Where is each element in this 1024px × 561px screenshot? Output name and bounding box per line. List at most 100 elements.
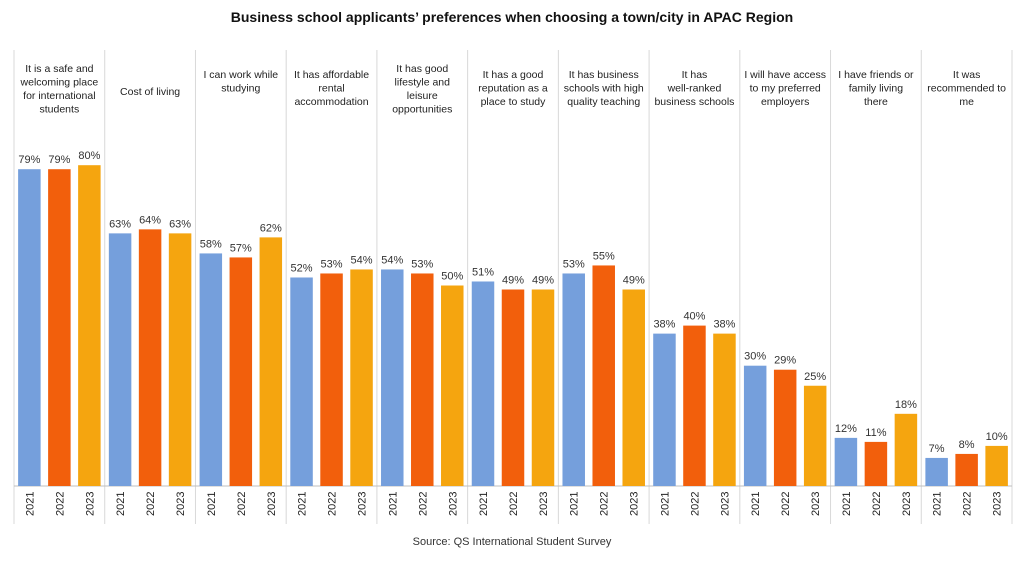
data-label: 52% [291,262,313,274]
year-tick-label: 2022 [236,492,248,516]
data-label: 12% [835,423,857,435]
bar-2022 [320,273,343,486]
chart-source: Source: QS International Student Survey [412,536,612,548]
bar-2023 [894,413,918,486]
bar-2023 [259,237,283,486]
data-label: 79% [18,154,40,166]
data-label: 18% [895,399,917,411]
bar-2021 [743,365,767,486]
data-label: 49% [623,275,645,287]
year-tick-label: 2023 [629,492,641,516]
bar-2023 [803,385,827,486]
year-tick-label: 2023 [84,492,96,516]
year-tick-label: 2023 [992,492,1004,516]
bar-2022 [229,257,253,486]
bar-2021 [471,281,495,486]
bar-2023 [441,285,464,486]
data-label: 58% [200,238,222,250]
year-tick-label: 2022 [780,492,792,516]
category-label: It is a safe and welcoming place for inter… [20,63,99,116]
year-tick-label: 2022 [145,492,157,516]
bar-2021 [108,233,132,486]
data-label: 30% [744,351,766,363]
year-tick-label: 2023 [357,492,369,516]
data-label: 63% [109,218,131,230]
data-label: 11% [865,427,886,439]
data-label: 79% [48,154,70,166]
data-label: 57% [230,242,252,254]
data-label: 80% [78,150,100,162]
bar-2023 [350,269,373,486]
year-tick-label: 2021 [387,492,399,516]
year-tick-label: 2022 [54,492,66,516]
bar-2021 [18,169,41,486]
data-label: 53% [411,258,433,270]
bar-2022 [864,441,888,486]
year-tick-label: 2021 [932,492,944,516]
data-label: 63% [169,218,191,230]
bar-2021 [381,269,404,486]
year-tick-label: 2022 [327,492,339,516]
year-tick-label: 2022 [689,492,701,516]
year-tick-label: 2021 [841,492,853,516]
data-label: 62% [260,222,282,234]
year-tick-label: 2021 [478,492,490,516]
year-tick-label: 2021 [659,492,671,516]
category-label: It was recommended to me [927,69,1006,108]
year-tick-label: 2023 [266,492,278,516]
bar-2023 [78,165,101,486]
bar-2021 [199,253,223,486]
data-label: 49% [532,275,554,287]
bar-2022 [411,273,434,486]
bar-2023 [622,289,645,486]
bar-2022 [501,289,525,486]
year-tick-label: 2021 [569,492,581,516]
data-label: 54% [351,254,373,266]
data-label: 29% [774,355,796,367]
bar-2021 [653,333,676,486]
year-tick-label: 2021 [297,492,309,516]
year-tick-label: 2022 [599,492,611,516]
category-label: It has affordable rental accommodation [294,69,369,108]
category-label: It has a good reputation as a place to stu… [478,69,548,108]
data-label: 64% [139,214,161,226]
category-label: It has well-ranked business schools [654,69,734,108]
bar-2021 [290,277,313,486]
chart-title: Business school applicants’ preferences … [230,9,794,25]
bar-2022 [955,453,978,486]
year-tick-label: 2022 [962,492,974,516]
bar-2022 [48,169,71,486]
year-tick-label: 2021 [206,492,218,516]
year-tick-label: 2021 [750,492,762,516]
data-label: 50% [441,271,463,283]
data-label: 40% [683,311,705,323]
bar-2023 [168,233,192,486]
data-label: 53% [321,258,343,270]
category-label: I have friends or family living there [838,69,914,108]
data-label: 38% [653,319,675,331]
bar-2022 [592,265,615,486]
bar-2021 [925,457,948,486]
year-tick-label: 2022 [417,492,429,516]
year-tick-label: 2023 [538,492,550,516]
category-label: I will have access to my preferred employe… [744,69,826,108]
data-label: 8% [959,439,975,451]
bar-2022 [683,325,706,486]
year-tick-label: 2021 [24,492,36,516]
data-label: 49% [502,275,524,287]
data-label: 25% [804,371,826,383]
data-label: 38% [713,319,735,331]
data-label: 7% [929,443,945,455]
year-tick-label: 2023 [447,492,459,516]
year-tick-label: 2023 [810,492,822,516]
data-label: 54% [381,254,403,266]
bar-2022 [138,229,162,487]
category-label: It has good lifestyle and leisure opportuni… [392,63,452,116]
data-label: 51% [472,266,494,278]
year-tick-label: 2022 [871,492,883,516]
category-label: It has business schools with high quality … [564,69,644,108]
data-label: 55% [593,250,615,262]
category-label: I can work while studying [203,69,278,95]
year-tick-label: 2023 [719,492,731,516]
year-tick-label: 2023 [901,492,913,516]
